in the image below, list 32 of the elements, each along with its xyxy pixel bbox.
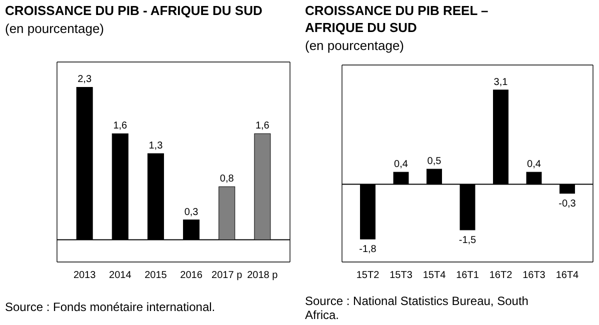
- x-tick-label: 15T4: [422, 270, 446, 281]
- data-label: 1,6: [113, 120, 128, 132]
- data-label: 2,3: [78, 74, 92, 86]
- chart-subtitle: (en pourcentage): [305, 38, 404, 53]
- x-tick-label: 2016: [180, 270, 203, 281]
- x-tick-label: 16T1: [456, 270, 480, 281]
- data-label: 0,3: [184, 206, 199, 218]
- data-label: 1,3: [148, 140, 164, 152]
- x-tick-label: 16T3: [522, 270, 546, 281]
- source-note: Source : National Statistics Bureau, South Africa.: [305, 294, 528, 322]
- x-tick-label: 2014: [109, 270, 132, 281]
- chart-title: CROISSANCE DU PIB REEL – AFRIQUE DU SUD: [305, 3, 488, 35]
- x-tick-label: 15T3: [390, 270, 413, 281]
- source-note: Source : Fonds monétaire international.: [5, 300, 216, 314]
- chart-title: CROISSANCE DU PIB - AFRIQUE DU SUD: [5, 3, 262, 18]
- x-tick-label: 15T2: [356, 270, 380, 281]
- x-tick-label: 16T2: [489, 270, 513, 281]
- x-tick-label: 2017 p: [212, 270, 243, 281]
- data-label: 1,6: [255, 120, 270, 132]
- data-label: 0,5: [427, 156, 442, 168]
- data-label: 3,1: [494, 76, 508, 88]
- data-label: 0,4: [394, 159, 408, 170]
- x-tick-label: 2013: [73, 270, 96, 281]
- data-label: -1,5: [458, 234, 477, 246]
- x-tick-label: 2015: [144, 270, 168, 281]
- data-label: -0,3: [558, 198, 576, 210]
- x-tick-label: 16T4: [556, 270, 580, 281]
- data-label: 0,4: [527, 159, 542, 170]
- data-label: -1,8: [359, 244, 377, 256]
- x-tick-label: 2018 p: [247, 270, 278, 281]
- chart-subtitle: (en pourcentage): [5, 21, 104, 36]
- data-label: 0,8: [220, 174, 234, 185]
